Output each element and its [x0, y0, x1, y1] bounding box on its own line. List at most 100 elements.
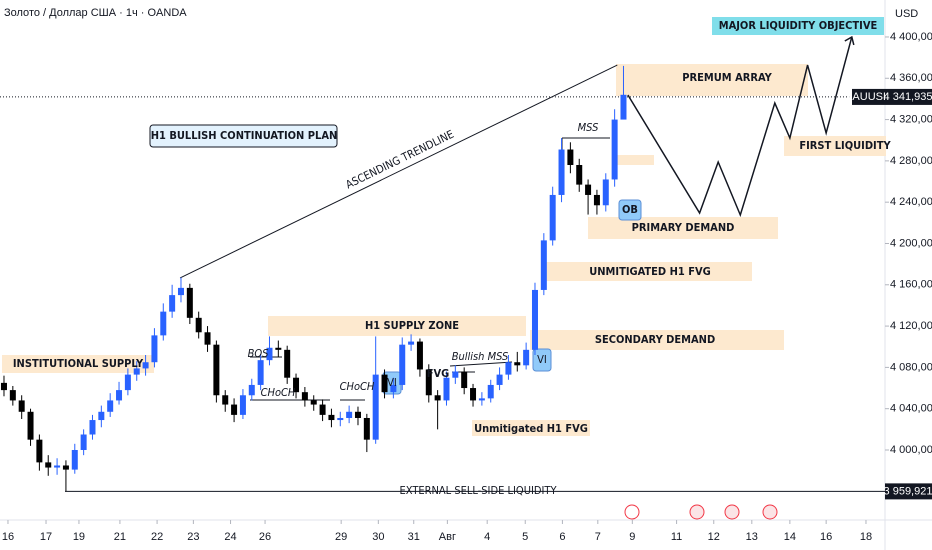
chart-title: Золото / Доллар США · 1ч · OANDA	[4, 7, 187, 19]
x-tick-label: 23	[187, 531, 199, 543]
candle-body	[213, 344, 220, 396]
candle-body	[346, 411, 353, 418]
x-tick-label: 30	[372, 531, 384, 543]
candle-body	[611, 119, 618, 180]
x-tick-label: 16	[2, 531, 14, 543]
candle-body	[71, 449, 78, 470]
x-tick-label: 4	[484, 531, 490, 543]
candle-body	[620, 94, 627, 120]
candle-body	[248, 384, 255, 396]
trendline	[179, 64, 618, 279]
candle-body	[461, 371, 468, 389]
event-icon	[624, 504, 640, 520]
annotation: VI	[537, 353, 547, 366]
annotation-box	[530, 330, 784, 350]
candle-body	[231, 404, 238, 415]
candle-body	[9, 390, 16, 401]
candle-body	[45, 462, 52, 468]
candle-body	[354, 411, 361, 418]
y-tick-label: 4 240,000	[890, 196, 932, 208]
annotation-box	[2, 355, 154, 373]
projection-path	[627, 36, 853, 218]
x-tick-label: 24	[224, 531, 236, 543]
candle-body	[177, 287, 184, 296]
x-tick-label: 22	[151, 531, 163, 543]
candle-body	[80, 434, 87, 450]
candle-body	[328, 414, 335, 421]
x-tick-label: 13	[746, 531, 758, 543]
annotation: OB	[622, 203, 638, 216]
event-icons	[624, 504, 778, 520]
annotation: FVG	[427, 367, 450, 380]
price-label-box	[885, 88, 932, 105]
candle-body	[470, 388, 477, 401]
y-tick-label: 4 080,000	[890, 361, 932, 373]
candle-body	[107, 400, 114, 412]
symbol-label: XAUUSD	[845, 91, 891, 103]
x-tick-label: 6	[559, 531, 565, 543]
candle-body	[434, 395, 441, 401]
annotation: BOS	[248, 347, 269, 360]
candle-body	[425, 369, 432, 396]
candle-body	[116, 390, 123, 401]
candle-body	[372, 374, 379, 440]
candle-body	[452, 371, 459, 378]
candle-body	[36, 439, 43, 463]
candle-body	[399, 344, 406, 385]
candle-body	[195, 317, 202, 333]
candle-body	[169, 295, 176, 312]
candle-body	[540, 240, 547, 290]
candle-body	[390, 384, 397, 393]
x-tick-label: 12	[708, 531, 720, 543]
annotation: INSTITUTIONAL SUPPLY	[13, 357, 144, 370]
symbol-label-box	[852, 88, 885, 105]
candle-body	[266, 347, 273, 361]
annotation: EXTERNAL SELL-SIDE LIQUIDITY	[400, 484, 558, 497]
x-tick-label: 17	[40, 531, 52, 543]
annotation-box	[472, 420, 590, 436]
candle-body	[576, 165, 583, 185]
candle-body	[319, 404, 326, 415]
candle-body	[301, 392, 308, 401]
candle-body	[585, 184, 592, 195]
candle-body	[275, 347, 282, 350]
candle-body	[416, 341, 423, 370]
x-tick-label: 31	[408, 531, 420, 543]
annotation: UNMITIGATED H1 FVG	[589, 265, 711, 278]
y-tick-label: 4 400,000	[890, 31, 932, 43]
candle-body	[310, 400, 317, 405]
candle-body	[151, 335, 158, 363]
candle-body	[514, 362, 521, 366]
x-tick-label: 19	[73, 531, 85, 543]
candle-body	[18, 400, 25, 412]
x-tick-label: 5	[522, 531, 528, 543]
annotation: CHoCH	[261, 386, 296, 399]
candle-body	[567, 149, 574, 166]
annotation: PREMUM ARRAY	[682, 71, 772, 84]
candle-body	[186, 287, 193, 318]
candle-body	[98, 411, 105, 421]
y-tick-label: 4 160,000	[890, 279, 932, 291]
annotation: Bullish MSS	[452, 350, 509, 363]
candle-body	[593, 194, 600, 206]
y-tick-label: 4 120,000	[890, 320, 932, 332]
candle-body	[523, 349, 530, 366]
candle-body	[505, 362, 512, 375]
annotation-box	[784, 136, 886, 156]
candle-body	[293, 377, 300, 393]
annotation-box	[616, 64, 808, 96]
projection-arrowhead	[844, 35, 855, 46]
annotation-box	[618, 199, 642, 221]
structure-line	[449, 361, 513, 367]
annotation: MAJOR LIQUIDITY OBJECTIVE	[719, 19, 878, 32]
annotation: SECONDARY DEMAND	[595, 333, 715, 346]
x-tick-label: 14	[784, 531, 796, 543]
annotation: VI	[387, 376, 397, 389]
x-tick-label: 29	[335, 531, 347, 543]
candle-body	[487, 384, 494, 399]
annotation: H1 BULLISH CONTINUATION PLAN	[151, 129, 338, 142]
x-tick-label: 16	[820, 531, 832, 543]
annotation: MSS	[578, 121, 599, 134]
annotation-box	[268, 316, 526, 336]
